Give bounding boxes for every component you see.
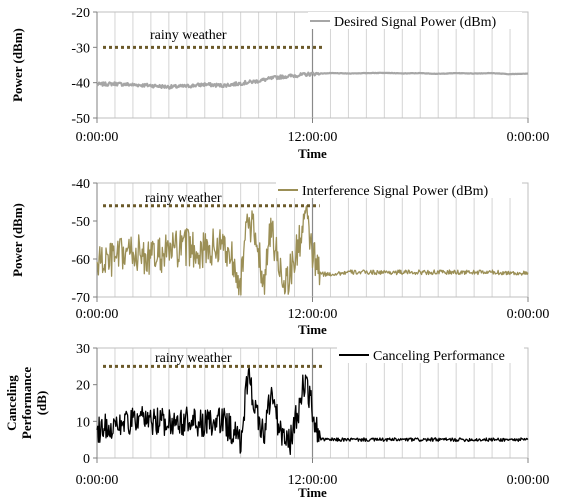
y-tick-label: -70 [71, 291, 90, 306]
y-tick-label: 20 [76, 379, 90, 394]
series-line [96, 204, 529, 296]
x-tick-label: 12:00:00 [288, 307, 338, 322]
y-tick-label: -40 [71, 177, 90, 192]
rainy-weather-label: rainy weather [150, 28, 227, 43]
chart-panel-3: 30 20 10 0 0:00:00 12:00:00 0:00:00 Time Canceli… [4, 342, 549, 499]
y-tick-label: -50 [71, 215, 90, 230]
y-axis-label: Power (dBm) [10, 28, 25, 102]
chart-panel-1: -20 -30 -40 -50 0:00:00 12:00:00 0:00:00 Time Po… [10, 6, 549, 161]
y-tick-label: -30 [71, 41, 90, 56]
y-axis-label-line: Performance [19, 367, 34, 439]
legend: Desired Signal Power (dBm) [308, 12, 522, 30]
y-tick-label: 0 [83, 452, 90, 467]
x-axis-label: Time [298, 146, 327, 161]
x-tick-label: 0:00:00 [507, 473, 550, 488]
x-tick-label: 12:00:00 [288, 130, 338, 145]
legend-label: Canceling Performance [373, 349, 505, 364]
rainy-weather-label: rainy weather [155, 351, 232, 366]
legend-bg [308, 12, 522, 29]
series-line [96, 367, 529, 456]
y-tick-label: -50 [71, 112, 90, 127]
series-line [96, 71, 529, 90]
x-axis-label: Time [298, 485, 327, 499]
x-tick-label: 0:00:00 [76, 130, 119, 145]
y-tick-label: 10 [76, 415, 90, 430]
chart-panel-2: -40-50-60-700:00:00 12:00:00 0:00:00TimePo… [10, 177, 549, 337]
x-tick-label: 0:00:00 [507, 130, 550, 145]
x-axis-label: Time [298, 322, 327, 337]
x-tick-label: 12:00:00 [288, 473, 338, 488]
y-tick-label: 30 [76, 342, 90, 357]
x-tick-label: 0:00:00 [76, 307, 119, 322]
legend: Canceling Performance [337, 346, 524, 364]
y-axis-label: CancelingPerformance(dB) [4, 367, 49, 439]
y-tick-label: -40 [71, 77, 90, 92]
x-tick-label: 0:00:00 [507, 307, 550, 322]
legend: Interference Signal Power (dBm) [276, 181, 522, 199]
legend-label: Desired Signal Power (dBm) [334, 15, 496, 30]
y-axis-label: Power (dBm) [10, 203, 25, 277]
legend-label: Interference Signal Power (dBm) [302, 184, 489, 199]
legend-bg [276, 181, 522, 198]
x-tick-label: 0:00:00 [76, 473, 119, 488]
y-axis-label-line: Canceling [4, 375, 19, 431]
y-axis-label-line: (dB) [34, 391, 49, 416]
y-tick-label: -60 [71, 253, 90, 268]
legend-bg [337, 346, 524, 363]
y-tick-label: -20 [71, 6, 90, 21]
rainy-weather-label: rainy weather [145, 191, 222, 206]
